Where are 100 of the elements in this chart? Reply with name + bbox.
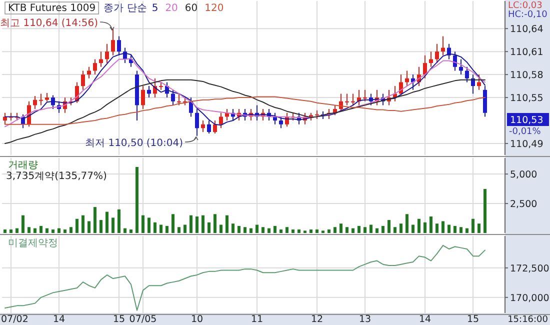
y-tick-label: 110,64 [510,24,544,36]
bar [208,222,210,233]
y-tick-label: 172,500 [510,263,550,274]
bar [484,188,486,233]
bar [274,226,276,233]
bar [70,227,72,233]
y-tick-label: 110,55 [510,93,544,104]
bar [394,227,396,233]
candlestick [33,96,37,110]
y-tick-label: 2,500 [510,199,538,210]
bar [262,227,264,233]
annotation: 최고 110,64 (14:56) [0,18,98,29]
candlestick [405,70,409,87]
y-tick-label: 110,49 [510,139,544,150]
chart-title: 미결제약정 [8,238,58,249]
candlestick [117,36,121,56]
bar [298,229,300,233]
chart-title: 거래량 [8,160,38,171]
candlestick [351,93,355,106]
bar [190,215,192,233]
candlestick [273,112,277,125]
bar [160,224,162,233]
bar [244,227,246,233]
candlestick [141,86,145,110]
bar [202,215,204,233]
bar [346,227,348,233]
text: 110,53 [510,115,544,126]
bar [46,228,48,233]
x-axis-title: 15:16:00 [508,315,548,325]
bar [268,228,270,233]
x-tick-label: 15 [466,314,480,325]
bar [448,224,450,233]
bar [352,228,354,233]
bar [316,229,318,233]
bar [172,214,174,233]
bar [130,229,132,233]
text: LC:0,03 [508,1,542,11]
candlestick [147,86,151,98]
bar [28,227,30,233]
bar [418,218,420,233]
candlestick [39,93,43,106]
candlestick [93,58,97,76]
bar [460,227,462,233]
candlestick [363,89,367,102]
bar [124,228,126,233]
candlestick [3,112,7,125]
bar [52,229,54,233]
candlestick [477,74,481,90]
bar [382,226,384,233]
x-tick-label: 14 [418,314,432,325]
bar [10,229,12,233]
candlestick [81,70,85,90]
bar [112,218,114,233]
x-tick-label: 07/02 [1,314,28,325]
bar [16,228,18,233]
bar [280,229,282,233]
bar [292,229,294,233]
text: -0,01% [509,127,542,137]
candlestick [459,58,463,76]
chart-title: KTB Futures 1009 [8,3,96,14]
bar [178,227,180,233]
bar [454,226,456,233]
bar [406,214,408,233]
bar [310,229,312,233]
candlestick [429,51,433,68]
bar [154,222,156,233]
bar [76,218,78,233]
bar [376,228,378,233]
y-tick-label: 110,58 [510,70,544,82]
bar [34,228,36,233]
bar [442,221,444,233]
bar [388,220,390,233]
candlestick [201,120,205,133]
bar [106,212,108,233]
bar [88,221,90,233]
bar [412,224,414,233]
candlestick [279,116,283,129]
bar [286,227,288,233]
bar [82,215,84,233]
candlestick [111,28,115,56]
candlestick [441,36,445,56]
candlestick [213,120,217,134]
bar [424,222,426,233]
bar [478,224,480,233]
candlestick [99,51,103,68]
bar [184,224,186,233]
bar [250,228,252,233]
bar [328,229,330,233]
x-tick-label: 15 [112,314,126,325]
candlestick [177,93,181,106]
bar [94,207,96,233]
bar [340,224,342,233]
bar [256,224,258,233]
bar [232,224,234,233]
x-tick-label: 10 [190,314,204,325]
y-tick-label: 5,000 [510,170,538,181]
x-tick-label: 13 [358,314,372,325]
bar [334,227,336,233]
bar [214,214,216,233]
bar [472,218,474,233]
